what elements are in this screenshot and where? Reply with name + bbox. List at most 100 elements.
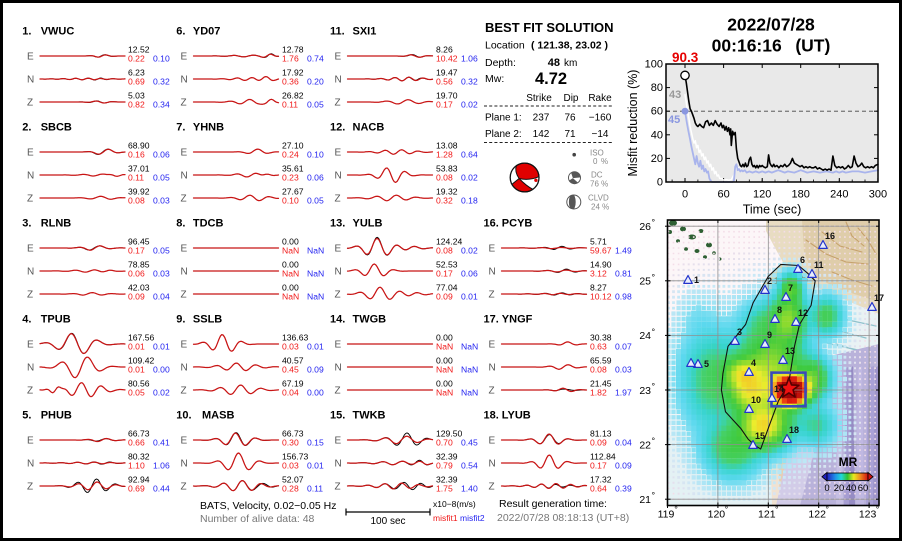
svg-text:NaN: NaN [282, 245, 299, 255]
svg-text:19.32: 19.32 [436, 186, 458, 196]
svg-text:0.23: 0.23 [282, 172, 299, 182]
svg-text:180: 180 [792, 189, 810, 201]
svg-text:Rake: Rake [588, 93, 612, 104]
svg-text:0.01: 0.01 [128, 364, 145, 374]
svg-text:Z: Z [181, 193, 187, 204]
svg-text:E: E [489, 435, 496, 446]
svg-text:0.00: 0.00 [436, 378, 453, 388]
svg-text:0.82: 0.82 [128, 99, 145, 109]
svg-text:E: E [27, 435, 34, 446]
svg-text:MASB: MASB [202, 410, 234, 422]
svg-text:66.73: 66.73 [128, 428, 150, 438]
svg-text:0.32: 0.32 [461, 76, 478, 86]
svg-text:14: 14 [774, 384, 784, 394]
svg-text:0.09: 0.09 [128, 291, 145, 301]
svg-text:26: 26 [639, 221, 651, 233]
svg-text:VWUC: VWUC [41, 26, 75, 38]
svg-text:N: N [489, 458, 496, 469]
svg-text:0.08: 0.08 [128, 195, 145, 205]
svg-text:10.42: 10.42 [436, 53, 458, 63]
svg-text:68.90: 68.90 [128, 140, 150, 150]
svg-text:N: N [181, 458, 188, 469]
svg-text:Z: Z [489, 289, 495, 300]
svg-text:237: 237 [533, 113, 550, 124]
svg-text:RLNB: RLNB [41, 218, 72, 230]
svg-text:60: 60 [858, 483, 869, 494]
svg-text:SBCB: SBCB [41, 122, 72, 134]
svg-text:0.05: 0.05 [307, 195, 324, 205]
svg-text:4.72: 4.72 [535, 70, 567, 88]
svg-text:0: 0 [682, 189, 688, 201]
svg-text:PHUB: PHUB [41, 410, 72, 422]
svg-text:13.: 13. [330, 218, 345, 230]
svg-text:BEST FIT SOLUTION: BEST FIT SOLUTION [485, 20, 614, 35]
svg-text:N: N [335, 458, 342, 469]
svg-text:1.06: 1.06 [153, 460, 170, 470]
svg-text:Mw:: Mw: [485, 73, 504, 85]
svg-text:1.82: 1.82 [590, 387, 607, 397]
svg-text:N: N [181, 170, 188, 181]
svg-text:N: N [181, 74, 188, 85]
svg-text:136.63: 136.63 [282, 332, 309, 342]
svg-text:20: 20 [834, 483, 845, 494]
svg-text:0.17: 0.17 [128, 245, 145, 255]
svg-text:0.07: 0.07 [615, 341, 632, 351]
svg-text:0.00: 0.00 [436, 332, 453, 342]
svg-text:0.28: 0.28 [282, 483, 299, 493]
svg-text:0.00: 0.00 [307, 387, 324, 397]
svg-text:0.00: 0.00 [153, 364, 170, 374]
svg-text:TPUB: TPUB [41, 314, 71, 326]
svg-text:1.: 1. [22, 26, 31, 38]
svg-text:8.: 8. [176, 218, 185, 230]
svg-text:N: N [335, 170, 342, 181]
svg-text:Location: Location [485, 40, 525, 52]
svg-text:0.05: 0.05 [153, 172, 170, 182]
svg-text:142: 142 [533, 129, 550, 140]
svg-text:−160: −160 [589, 113, 612, 124]
svg-text:E: E [489, 339, 496, 350]
svg-text:76 %: 76 % [590, 180, 608, 189]
svg-text:NaN: NaN [307, 291, 324, 301]
svg-text:0: 0 [824, 483, 829, 494]
svg-text:119: 119 [658, 509, 675, 521]
svg-text:N: N [489, 362, 496, 373]
svg-text:Z: Z [181, 97, 187, 108]
svg-text:00:16:16 (UT): 00:16:16 (UT) [712, 36, 831, 56]
svg-text:N: N [489, 266, 496, 277]
svg-text:14.90: 14.90 [590, 259, 612, 269]
svg-text:°: ° [652, 272, 656, 282]
svg-text:E: E [335, 51, 342, 62]
svg-text:YD07: YD07 [193, 26, 221, 38]
svg-text:10.12: 10.12 [590, 291, 612, 301]
svg-text:N: N [27, 74, 34, 85]
svg-text:129.50: 129.50 [436, 428, 463, 438]
svg-text:N: N [27, 266, 34, 277]
svg-text:0.00: 0.00 [282, 259, 299, 269]
svg-text:Dip: Dip [563, 93, 578, 104]
svg-text:0.02: 0.02 [153, 387, 170, 397]
svg-text:°: ° [652, 218, 656, 228]
svg-text:TDCB: TDCB [193, 218, 224, 230]
svg-text:0.09: 0.09 [615, 460, 632, 470]
svg-text:PCYB: PCYB [502, 218, 533, 230]
svg-text:E: E [335, 339, 342, 350]
svg-text:0.16: 0.16 [128, 149, 145, 159]
svg-text:122: 122 [808, 509, 826, 521]
svg-text:65.59: 65.59 [590, 355, 612, 365]
svg-text:0.06: 0.06 [461, 268, 478, 278]
svg-text:0.02: 0.02 [461, 172, 478, 182]
svg-text:0.00: 0.00 [282, 282, 299, 292]
svg-text:TWGB: TWGB [353, 314, 387, 326]
svg-text:E: E [181, 243, 188, 254]
svg-text:NaN: NaN [282, 291, 299, 301]
svg-text:1.10: 1.10 [128, 460, 145, 470]
svg-text:15.: 15. [330, 410, 345, 422]
svg-text:13.08: 13.08 [436, 140, 458, 150]
svg-text:25: 25 [639, 276, 651, 288]
svg-text:Z: Z [335, 385, 341, 396]
svg-text:°: ° [652, 382, 656, 392]
svg-text:8: 8 [777, 305, 782, 315]
svg-text:N: N [335, 266, 342, 277]
svg-text:0.32: 0.32 [436, 195, 453, 205]
svg-text:0.05: 0.05 [153, 245, 170, 255]
